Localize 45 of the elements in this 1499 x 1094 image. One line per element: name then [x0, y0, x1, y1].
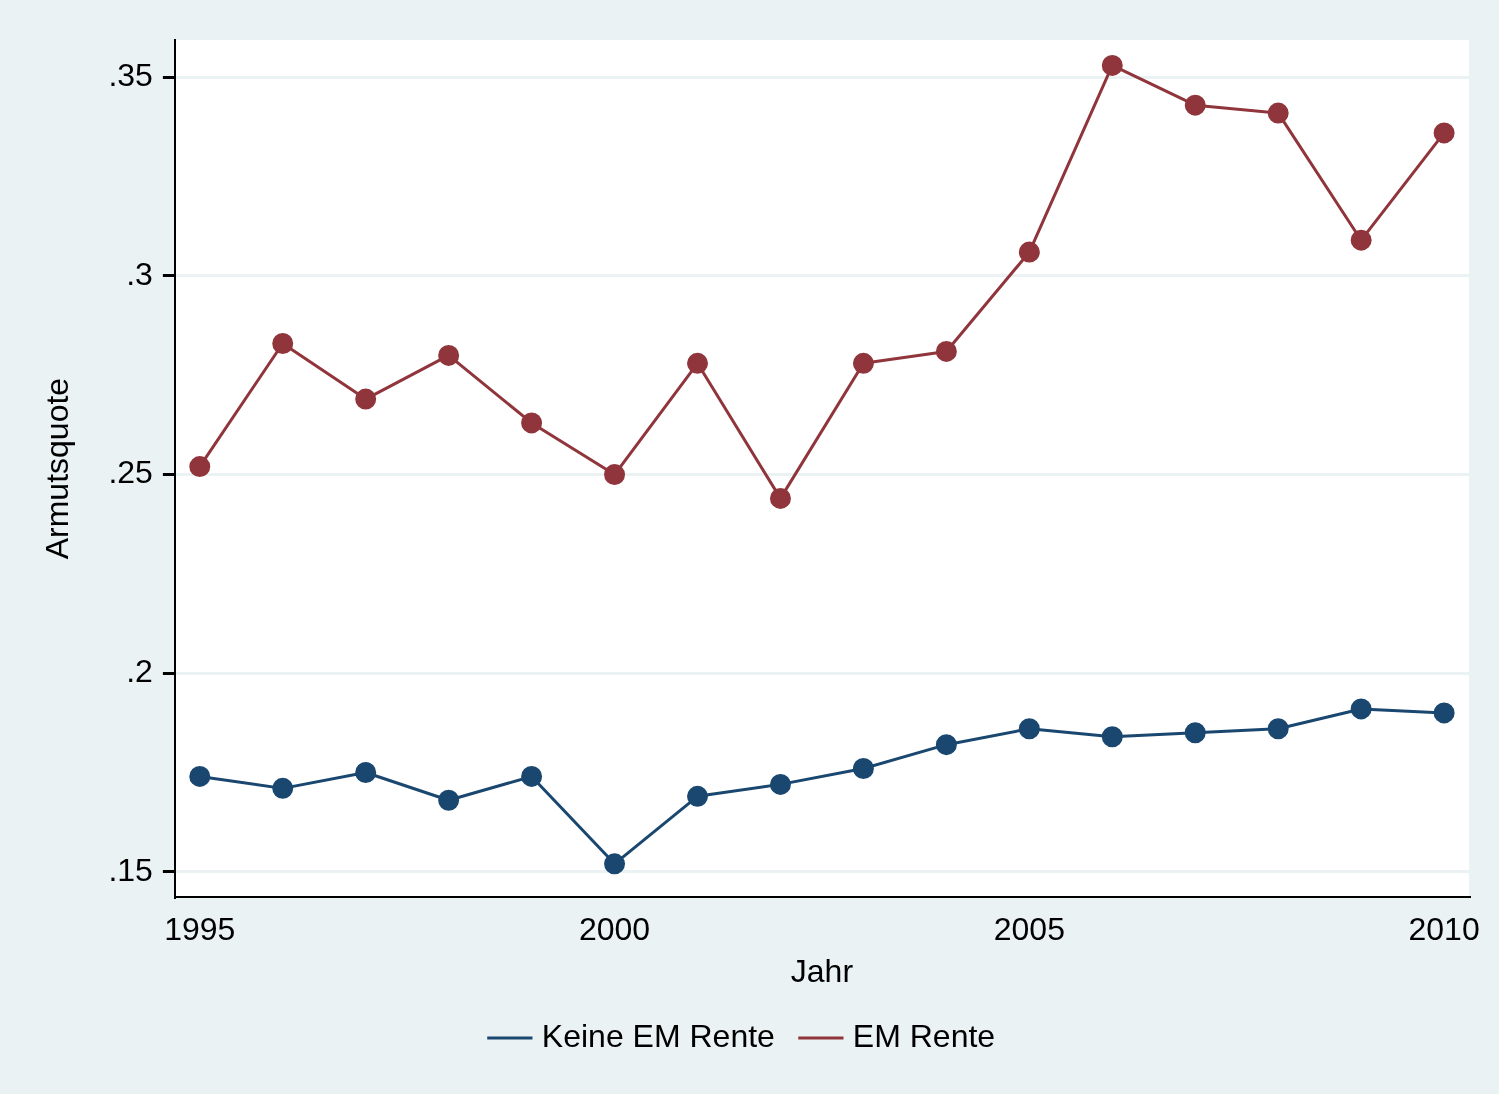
y-tick-label: .35 [108, 57, 153, 94]
point [935, 340, 957, 362]
point [1433, 122, 1455, 144]
point [1184, 94, 1206, 116]
point [355, 388, 377, 410]
point [438, 344, 460, 366]
y-axis-title: Armutsquote [39, 377, 76, 560]
point [1184, 722, 1206, 744]
point [1018, 241, 1040, 263]
point [1350, 698, 1372, 720]
point [1101, 726, 1123, 748]
point [272, 332, 294, 354]
y-tick-label: .2 [126, 653, 153, 689]
point [769, 773, 791, 795]
point [521, 412, 543, 434]
point [1101, 54, 1123, 76]
point [852, 352, 874, 374]
legend-label: Keine EM Rente [541, 1017, 775, 1054]
y-tick-label: .15 [108, 851, 153, 888]
point [687, 785, 709, 807]
point [687, 352, 709, 374]
point [935, 734, 957, 756]
point [521, 765, 543, 787]
x-tick-label: 1995 [164, 911, 236, 948]
point [189, 765, 211, 787]
point [604, 853, 626, 875]
point [438, 789, 460, 811]
point [1018, 718, 1040, 740]
point [604, 464, 626, 486]
point [1433, 702, 1455, 724]
x-axis-title: Jahr [790, 952, 854, 989]
legend-label: EM Rente [852, 1017, 996, 1054]
point [189, 456, 211, 478]
y-tick-label: .3 [126, 255, 153, 292]
y-tick-label: .25 [108, 454, 153, 491]
point [1267, 718, 1289, 740]
x-tick-label: 2005 [993, 911, 1065, 948]
point [272, 777, 294, 799]
point [1267, 102, 1289, 124]
point [769, 487, 791, 509]
x-tick-label: 2010 [1408, 911, 1480, 948]
point [852, 758, 874, 779]
x-tick-label: 2000 [578, 911, 651, 948]
point [1350, 229, 1372, 251]
point [355, 761, 377, 783]
